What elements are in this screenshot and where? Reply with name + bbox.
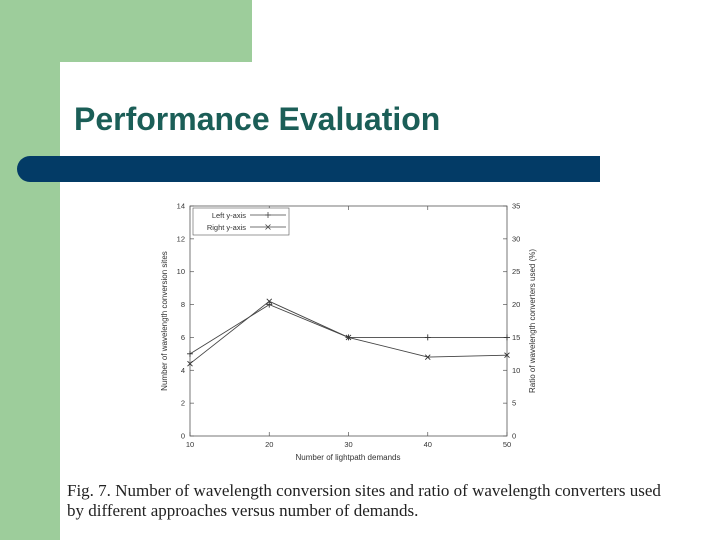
y-tick-label-right: 0 bbox=[512, 432, 516, 441]
green-sidebar bbox=[0, 0, 60, 540]
series-lines bbox=[187, 299, 510, 366]
y-tick-label-right: 20 bbox=[512, 300, 520, 309]
data-point-plus bbox=[504, 334, 510, 340]
y-tick-label-left: 14 bbox=[177, 202, 185, 211]
y-axis-title-left: Number of wavelength conversion sites bbox=[160, 251, 169, 391]
figure-caption-label: Fig. 7. bbox=[67, 481, 111, 501]
y-tick-label-left: 4 bbox=[181, 366, 185, 375]
y-tick-label-right: 5 bbox=[512, 399, 516, 408]
x-tick-label: 20 bbox=[265, 440, 273, 449]
x-tick-label: 40 bbox=[424, 440, 432, 449]
data-point-plus bbox=[187, 351, 193, 357]
y-tick-label-left: 0 bbox=[181, 432, 185, 441]
y-tick-label-right: 15 bbox=[512, 333, 520, 342]
y-tick-label-left: 6 bbox=[181, 333, 185, 342]
chart-legend: Left y-axis Right y-axis bbox=[193, 208, 289, 235]
y-tick-label-left: 8 bbox=[181, 300, 185, 309]
y-tick-label-right: 25 bbox=[512, 267, 520, 276]
plot-area bbox=[190, 206, 507, 436]
figure-caption: Fig. 7. Number of wavelength conversion … bbox=[67, 481, 667, 521]
y-axis-title-right: Ratio of wavelength converters used (%) bbox=[528, 249, 537, 393]
y-tick-label-left: 10 bbox=[177, 267, 185, 276]
series-line-right-axis bbox=[190, 301, 507, 363]
y-tick-label-left: 2 bbox=[181, 399, 185, 408]
y-tick-label-right: 30 bbox=[512, 234, 520, 243]
title-underline-bar bbox=[17, 156, 600, 182]
legend-label-right-axis: Right y-axis bbox=[207, 223, 246, 232]
x-tick-label: 50 bbox=[503, 440, 511, 449]
series-line-left-axis bbox=[190, 305, 507, 354]
slide-title: Performance Evaluation bbox=[74, 101, 440, 138]
y-tick-label-right: 35 bbox=[512, 202, 520, 211]
y-tick-label-left: 12 bbox=[177, 234, 185, 243]
x-tick-label: 10 bbox=[186, 440, 194, 449]
axis-ticks: 0 2 4 6 8 10 12 14 0 5 10 15 20 25 30 35 10 20 30 40 50 bbox=[177, 202, 521, 450]
data-point-plus bbox=[425, 334, 431, 340]
x-tick-label: 30 bbox=[344, 440, 352, 449]
x-axis-title: Number of lightpath demands bbox=[296, 453, 401, 462]
figure-caption-text: Number of wavelength conversion sites an… bbox=[67, 481, 661, 520]
legend-label-left-axis: Left y-axis bbox=[212, 211, 246, 220]
line-chart: 0 2 4 6 8 10 12 14 0 5 10 15 20 25 30 35 10 20 30 40 50 Numb… bbox=[150, 195, 560, 470]
y-tick-label-right: 10 bbox=[512, 366, 520, 375]
